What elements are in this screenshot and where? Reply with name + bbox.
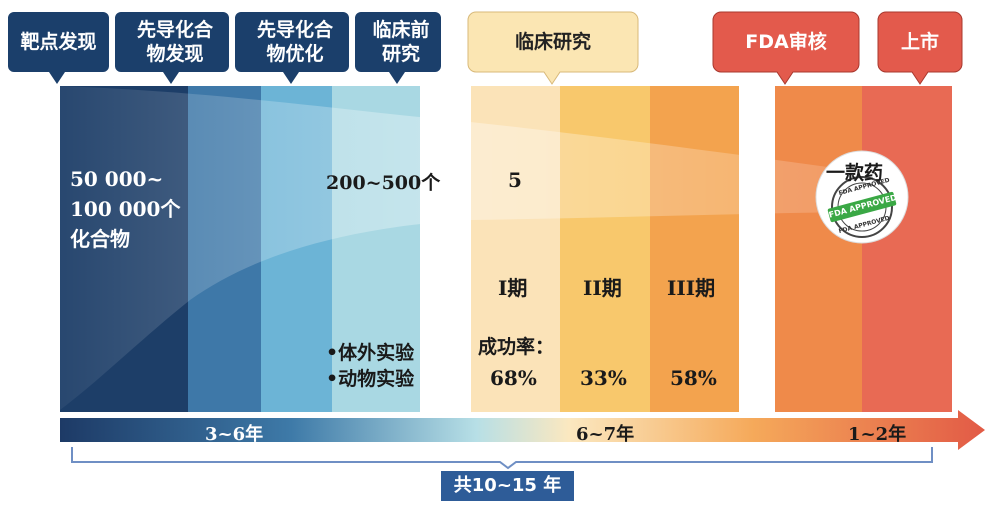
tag-target-discovery <box>8 12 109 84</box>
tag-fda-review <box>712 11 860 85</box>
label-fda-review: FDA审核 <box>745 31 827 53</box>
total-duration-label: 共10~15 年 <box>453 475 562 496</box>
timeline-label-approval: 1~2年 <box>848 424 907 445</box>
trial-phase-3: III期 <box>667 276 716 300</box>
success-rate-label: 成功率： <box>478 336 555 358</box>
clinical-count: 5 <box>508 168 522 192</box>
label-market: 上市 <box>900 31 939 53</box>
total-duration-box <box>441 471 574 501</box>
phase-tags <box>8 11 963 85</box>
success-rate-phase-2: 33% <box>580 366 627 390</box>
trial-phase-1: I期 <box>498 276 528 300</box>
timeline-arrow <box>60 410 985 450</box>
final-drug-label: 一款药 <box>826 162 884 184</box>
trial-phase-2: II期 <box>583 276 622 300</box>
total-duration-brace <box>71 447 933 470</box>
label-lead-optimization: 先导化合 物优化 <box>256 19 333 65</box>
success-rate-phase-3: 58% <box>670 366 717 390</box>
method-in-vivo: •动物实验 <box>326 368 415 390</box>
column-phase-3 <box>650 86 739 412</box>
label-clinical: 临床研究 <box>514 31 591 53</box>
column-fda-review <box>775 86 862 412</box>
column-market <box>862 86 952 412</box>
seal-ribbon <box>827 191 897 223</box>
label-target-discovery: 靶点发现 <box>20 31 97 53</box>
tag-market <box>877 11 963 85</box>
funnel-overlay <box>60 86 850 410</box>
label-lead-discovery: 先导化合 物发现 <box>136 19 213 65</box>
method-in-vitro: •体外实验 <box>326 342 415 364</box>
label-preclinical: 临床前 研究 <box>372 19 430 65</box>
preclinical-count: 200~500个 <box>326 172 441 194</box>
fda-approved-seal <box>815 150 909 244</box>
compound-count: 50 000~ 100 000个 化合物 <box>70 167 181 251</box>
timeline-label-clinical: 6~7年 <box>576 424 635 445</box>
tag-lead-discovery <box>115 12 229 84</box>
tag-lead-optimization <box>235 12 349 84</box>
tag-preclinical <box>355 12 441 84</box>
success-rate-phase-1: 68% <box>490 366 537 390</box>
tag-clinical <box>467 11 639 85</box>
timeline-label-early: 3~6年 <box>205 424 264 445</box>
